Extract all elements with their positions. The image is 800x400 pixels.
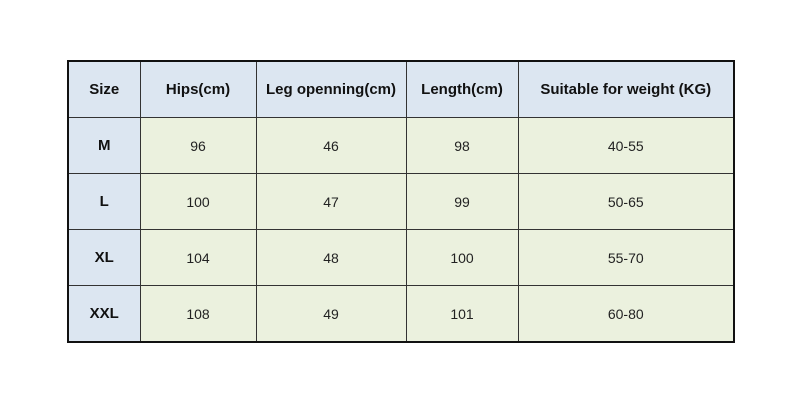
- size-cell: XXL: [67, 285, 141, 343]
- value-cell: 60-80: [517, 285, 735, 343]
- value-cell: 46: [255, 117, 407, 174]
- value-cell: 55-70: [517, 229, 735, 286]
- value-cell: 101: [405, 285, 519, 343]
- column-header: Hips(cm): [139, 60, 257, 118]
- column-header: Leg openning(cm): [255, 60, 407, 118]
- column-header: Size: [67, 60, 141, 118]
- value-cell: 47: [255, 173, 407, 230]
- header-row: Size Hips(cm) Leg openning(cm) Length(cm) Su…: [67, 60, 735, 118]
- table-row: XL 104 48 100 55-70: [67, 229, 735, 286]
- value-cell: 48: [255, 229, 407, 286]
- column-header: Suitable for weight (KG): [517, 60, 735, 118]
- value-cell: 104: [139, 229, 257, 286]
- value-cell: 108: [139, 285, 257, 343]
- table-row: L 100 47 99 50-65: [67, 173, 735, 230]
- value-cell: 49: [255, 285, 407, 343]
- size-cell: M: [67, 117, 141, 174]
- column-header: Length(cm): [405, 60, 519, 118]
- value-cell: 100: [405, 229, 519, 286]
- value-cell: 40-55: [517, 117, 735, 174]
- value-cell: 100: [139, 173, 257, 230]
- value-cell: 99: [405, 173, 519, 230]
- size-cell: L: [67, 173, 141, 230]
- value-cell: 96: [139, 117, 257, 174]
- table-row: M 96 46 98 40-55: [67, 117, 735, 174]
- size-chart-table: Size Hips(cm) Leg openning(cm) Length(cm) Su…: [67, 60, 735, 343]
- size-cell: XL: [67, 229, 141, 286]
- table-row: XXL 108 49 101 60-80: [67, 285, 735, 343]
- value-cell: 98: [405, 117, 519, 174]
- value-cell: 50-65: [517, 173, 735, 230]
